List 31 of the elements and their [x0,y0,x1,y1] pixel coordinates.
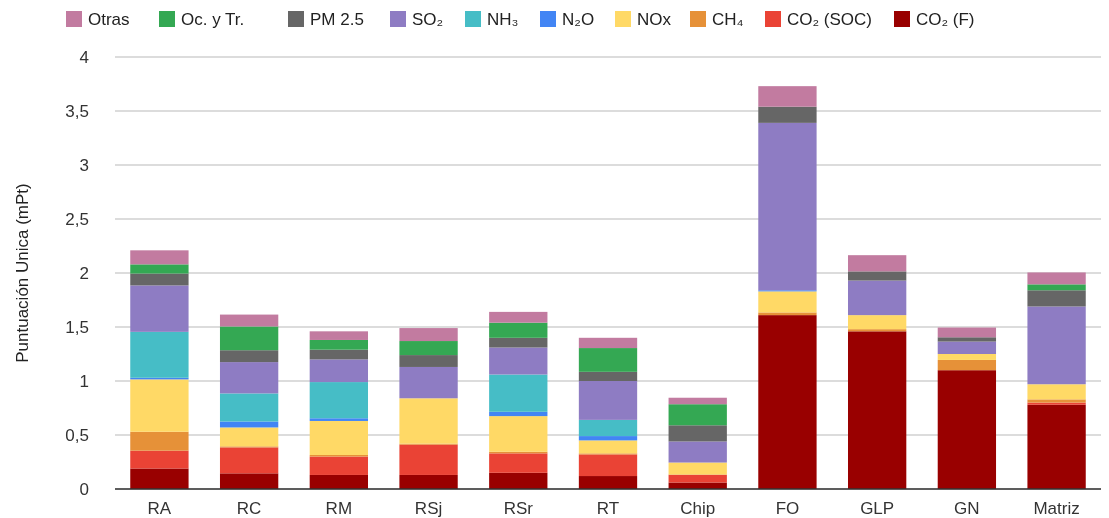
x-tick-label: RSj [414,499,443,518]
y-tick-label: 3 [79,156,89,175]
x-tick-label: RSr [503,499,534,518]
y-tick-label: 4 [79,48,89,67]
x-tick-label: RA [147,499,172,518]
legend-label: CO₂ (F) [916,10,975,29]
legend-label: CO₂ (SOC) [787,10,872,29]
y-tick-label: 1 [79,372,89,391]
legend-label: NOx [637,10,672,29]
x-tick-label: RT [596,499,620,518]
y-tick-label: 0,5 [65,426,89,445]
x-tick-label: Chip [680,499,716,518]
y-tick-label: 3,5 [65,102,89,121]
y-tick-label: 2 [79,264,89,283]
x-tick-label: FO [775,499,800,518]
legend-label: PM 2.5 [310,10,364,29]
legend-label: CH₄ [712,10,744,29]
x-tick-label: RM [325,499,353,518]
legend-label: N₂O [562,10,595,29]
legend-label: Otras [88,10,130,29]
legend-label: NH₃ [487,10,519,29]
y-tick-label: 1,5 [65,318,89,337]
y-tick-label: 0 [79,480,89,499]
x-tick-label: Matriz [1033,499,1080,518]
legend-label: Oc. y Tr. [181,10,245,29]
x-tick-label: GN [954,499,980,518]
x-tick-label: RC [236,499,262,518]
x-tick-label: GLP [860,499,895,518]
y-tick-label: 2,5 [65,210,89,229]
y-axis-title: Puntuación Unica (mPt) [13,183,32,363]
legend-label: SO₂ [412,10,444,29]
